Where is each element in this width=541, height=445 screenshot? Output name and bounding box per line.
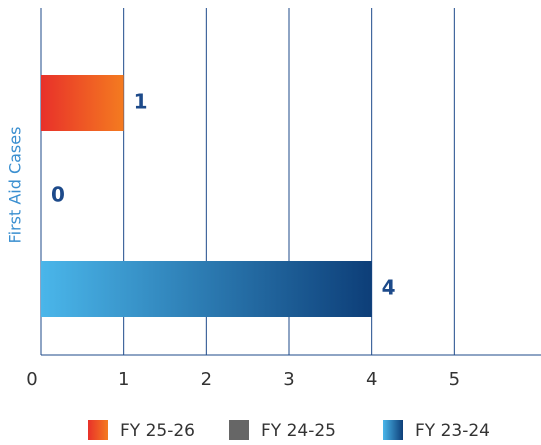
legend-swatch <box>88 420 108 440</box>
legend-swatch <box>229 420 249 440</box>
x-tick-label: 5 <box>449 369 460 390</box>
data-label: 4 <box>382 276 396 300</box>
x-tick-label: 1 <box>118 369 129 390</box>
legend-label: FY 24-25 <box>261 421 336 441</box>
y-axis-label: First Aid Cases <box>6 127 25 244</box>
legend-swatch <box>383 420 403 440</box>
legend-label: FY 25-26 <box>120 421 195 441</box>
x-tick-label: 2 <box>201 369 212 390</box>
bar <box>41 75 124 131</box>
x-tick-label: 4 <box>366 369 377 390</box>
x-tick-label: 0 <box>26 369 37 390</box>
legend-label: FY 23-24 <box>415 421 490 441</box>
data-label: 1 <box>134 90 148 114</box>
bar <box>41 261 372 317</box>
x-tick-label: 3 <box>283 369 294 390</box>
data-label: 0 <box>51 183 65 207</box>
